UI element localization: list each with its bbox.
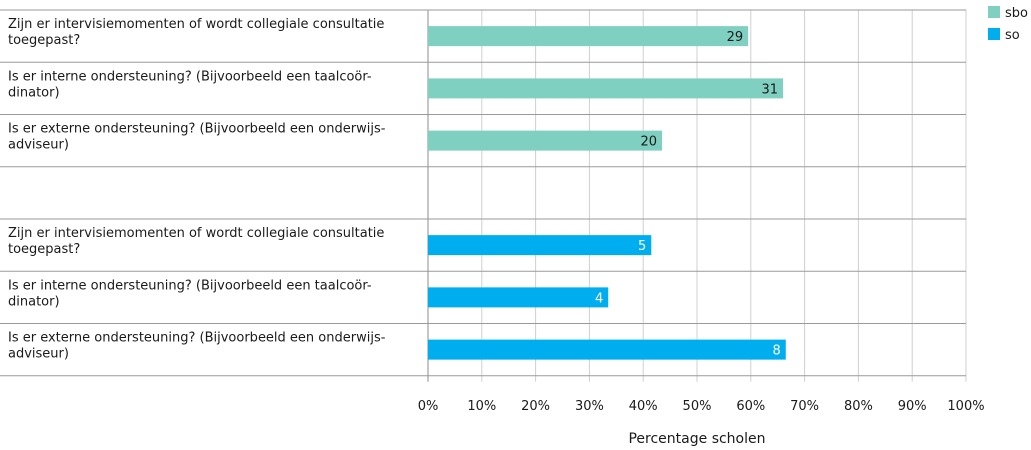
x-tick-label: 10% [467, 399, 496, 414]
category-label: toegepast? [8, 33, 80, 48]
x-tick-label: 60% [736, 399, 765, 414]
category-label: Is er interne ondersteuning? (Bijvoorbee… [8, 69, 372, 84]
legend-swatch-sbo [988, 6, 1000, 18]
row-separators [0, 9, 966, 377]
legend-label-sbo: sbo [1005, 6, 1028, 21]
category-label: Zijn er intervisiemomenten of wordt coll… [8, 17, 384, 32]
bar-so [428, 235, 652, 256]
category-label: Zijn er intervisiemomenten of wordt coll… [8, 226, 384, 241]
x-tick-label: 0% [418, 399, 439, 414]
bar-data-label: 29 [727, 30, 744, 45]
category-labels: Zijn er intervisiemomenten of wordt coll… [8, 17, 386, 362]
legend: sbo so [988, 6, 1028, 43]
bar-so [428, 287, 609, 308]
x-tick-label: 40% [629, 399, 658, 414]
bar-data-label: 4 [595, 291, 603, 306]
x-tick-label: 90% [898, 399, 927, 414]
bars: 29 31 20 5 4 8 [428, 26, 786, 360]
x-tick-label: 70% [790, 399, 819, 414]
category-label: dinator) [8, 85, 60, 100]
bar-sbo [428, 130, 663, 151]
x-tick-label: 30% [575, 399, 604, 414]
bar-data-label: 5 [638, 239, 646, 254]
bar-data-label: 20 [640, 135, 657, 150]
x-tick-label: 50% [683, 399, 712, 414]
grid [427, 10, 967, 382]
category-label: Is er externe ondersteuning? (Bijvoorbee… [8, 122, 386, 137]
bar-so [428, 339, 786, 360]
bar-data-label: 8 [772, 344, 780, 359]
legend-swatch-so [988, 28, 1000, 40]
category-label: adviseur) [8, 347, 69, 362]
x-axis-title: Percentage scholen [628, 431, 765, 447]
category-label: toegepast? [8, 242, 80, 257]
bar-data-label: 31 [762, 82, 779, 97]
x-tick-label: 80% [844, 399, 873, 414]
category-label: Is er externe ondersteuning? (Bijvoorbee… [8, 331, 386, 346]
category-label: dinator) [8, 294, 60, 309]
x-axis-ticks: 0% 10% 20% 30% 40% 50% 60% 70% 80% 90% 100% [418, 399, 985, 414]
category-label: adviseur) [8, 138, 69, 153]
x-tick-label: 100% [947, 399, 984, 414]
category-label: Is er interne ondersteuning? (Bijvoorbee… [8, 278, 372, 293]
legend-label-so: so [1005, 28, 1020, 43]
bar-sbo [428, 26, 749, 47]
bar-sbo [428, 78, 784, 99]
x-tick-label: 20% [521, 399, 550, 414]
